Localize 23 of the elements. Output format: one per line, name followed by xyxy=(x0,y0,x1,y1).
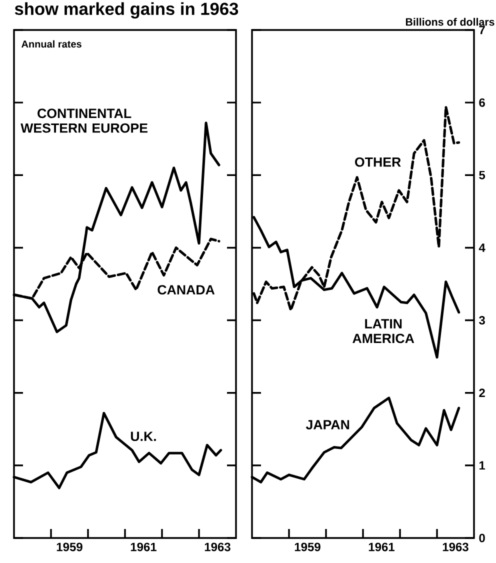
series-label: LATIN AMERICA xyxy=(352,319,414,344)
series-label: U.K. xyxy=(130,432,156,442)
annotation: Annual rates xyxy=(22,40,82,48)
y-axis-title: Billions of dollars xyxy=(406,18,494,26)
series-label: JAPAN xyxy=(306,420,350,430)
y-tick-label: 2 xyxy=(479,388,485,398)
y-tick-label: 6 xyxy=(479,98,485,107)
x-tick-label: 1961 xyxy=(130,542,157,552)
x-tick-label: 1961 xyxy=(368,542,395,552)
y-tick-label: 5 xyxy=(479,170,486,180)
series-label: CANADA xyxy=(158,285,215,295)
x-tick-label: 1959 xyxy=(294,542,320,552)
y-tick-label: 3 xyxy=(478,316,485,325)
y-tick-label: 7 xyxy=(479,26,485,34)
y-tick-label: 4 xyxy=(478,244,486,252)
x-tick-label: 1963 xyxy=(204,542,230,552)
x-tick-label: 1963 xyxy=(442,542,468,552)
x-tick-label: 1959 xyxy=(56,542,82,552)
y-tick-label: 0 xyxy=(479,534,485,542)
y-tick-label: 1 xyxy=(479,461,486,470)
series-label: OTHER xyxy=(355,157,401,167)
legend-label: CONTINENTAL WESTERN EUROPE xyxy=(20,108,148,133)
chart-title: show marked gains in 1963 xyxy=(14,2,238,19)
